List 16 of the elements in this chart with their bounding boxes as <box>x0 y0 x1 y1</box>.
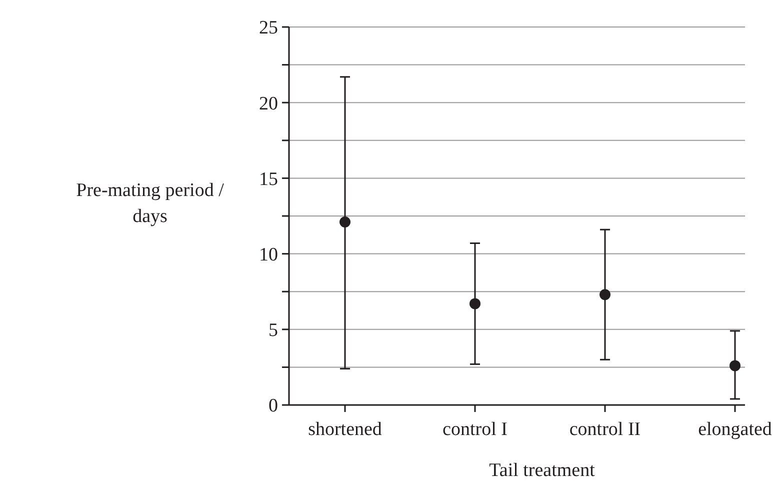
y-tick-label: 10 <box>259 244 278 266</box>
x-tick-label: elongated <box>698 419 772 440</box>
point <box>600 289 610 300</box>
x-tick-label: shortened <box>308 419 382 440</box>
point <box>470 298 480 310</box>
y-tick-label: 0 <box>268 396 278 417</box>
x-axis-title: Tail treatment <box>489 460 596 481</box>
y-tick-label: 15 <box>259 168 278 190</box>
y-tick-label: 20 <box>259 93 278 114</box>
y-tick-label: 25 <box>259 18 278 39</box>
x-tick-label: control I <box>442 419 508 440</box>
y-tick-label: 5 <box>268 320 278 342</box>
y-axis-title: Pre-mating period / days <box>76 180 225 227</box>
x-tick-label: control II <box>569 419 641 440</box>
point <box>340 216 350 228</box>
point <box>730 360 740 372</box>
